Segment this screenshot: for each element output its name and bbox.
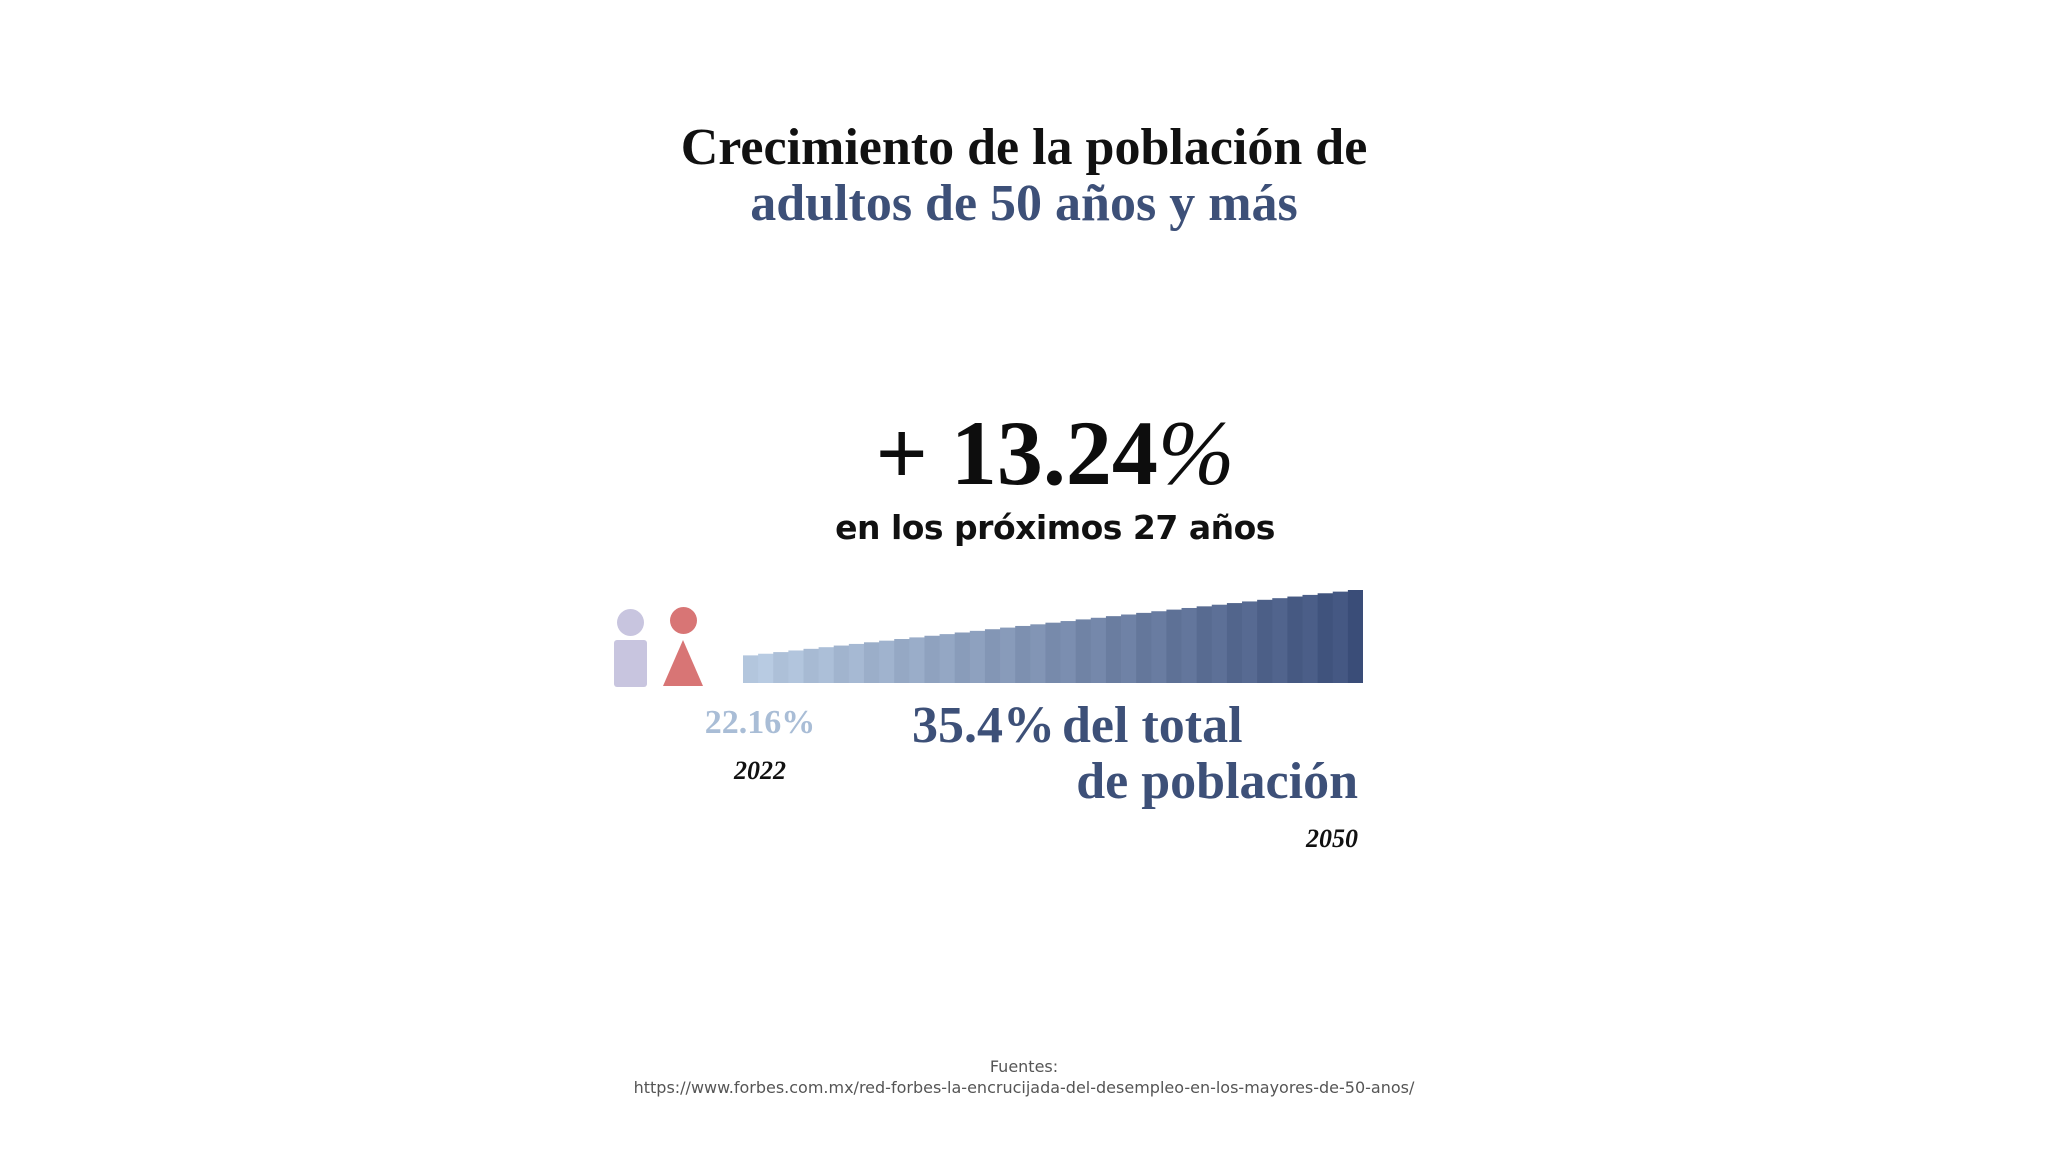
bar-stripe xyxy=(1015,625,1031,683)
end-year: 2050 xyxy=(1306,824,1358,853)
bar-stripe xyxy=(984,629,1001,683)
bar-stripe xyxy=(1060,621,1077,683)
bar-stripe xyxy=(1030,624,1046,683)
bar-stripe xyxy=(1105,616,1122,683)
bar-stripe xyxy=(879,640,895,683)
bar-stripe xyxy=(924,635,940,683)
bar-stripe xyxy=(1151,611,1167,683)
bar-stripe xyxy=(1332,591,1349,683)
bar-stripe xyxy=(969,630,986,683)
bar-stripe xyxy=(1136,612,1152,683)
bar-stripe xyxy=(1242,601,1258,683)
start-value: 22.16% xyxy=(704,704,816,741)
bar-stripe xyxy=(743,655,759,683)
bar-stripe xyxy=(803,648,820,683)
bar-stripe xyxy=(1166,609,1182,683)
sources-url[interactable]: https://www.forbes.com.mx/red-forbes-la-… xyxy=(633,1078,1415,1097)
bar-stripe xyxy=(863,642,880,683)
bar-stripe xyxy=(954,632,971,683)
bar-stripe xyxy=(894,639,910,683)
bar-stripe xyxy=(773,652,789,683)
growth-bar xyxy=(743,590,1363,683)
bar-stripe xyxy=(939,634,956,683)
end-label-line-2: de población xyxy=(1076,753,1358,810)
growth-subtitle: en los próximos 27 años xyxy=(835,508,1275,547)
bar-stripe xyxy=(818,647,835,683)
bar-stripe xyxy=(1211,604,1228,683)
start-year: 2022 xyxy=(734,756,786,785)
bar-stripe xyxy=(1075,619,1092,683)
title-line-1: Crecimiento de la población de xyxy=(680,119,1368,176)
growth-value: + 13.24 xyxy=(875,402,1158,504)
bar-stripe xyxy=(848,643,865,683)
bar-stripe xyxy=(1226,603,1243,683)
bar-stripe xyxy=(1257,599,1273,683)
bar-stripe xyxy=(909,637,925,683)
man-icon-head xyxy=(617,609,644,636)
bar-stripe xyxy=(1317,593,1334,683)
man-icon-body xyxy=(614,640,647,687)
bar-stripe xyxy=(1045,622,1061,683)
end-label-line-1: del total xyxy=(1062,697,1243,754)
woman-icon-head xyxy=(670,607,697,634)
bar-stripe xyxy=(1302,594,1319,683)
bar-stripe xyxy=(1272,598,1288,683)
end-value: 35.4% xyxy=(912,697,1055,754)
woman-icon-body xyxy=(663,640,703,686)
bar-stripe xyxy=(788,650,804,683)
bar-stripe xyxy=(1196,606,1213,683)
title-line-2: adultos de 50 años y más xyxy=(750,175,1298,232)
growth-percent-sign: % xyxy=(1157,402,1235,504)
bar-stripe xyxy=(1287,596,1303,683)
bar-stripe xyxy=(1121,614,1137,683)
bar-stripe xyxy=(1000,627,1016,683)
bar-stripe xyxy=(1181,607,1198,683)
bar-stripe xyxy=(833,645,850,683)
bar-stripe xyxy=(1090,617,1107,683)
bar-stripe xyxy=(758,653,774,683)
growth-headline: + 13.24% xyxy=(0,400,2048,506)
sources-label: Fuentes: xyxy=(989,1057,1059,1076)
bar-stripe xyxy=(1347,590,1363,683)
